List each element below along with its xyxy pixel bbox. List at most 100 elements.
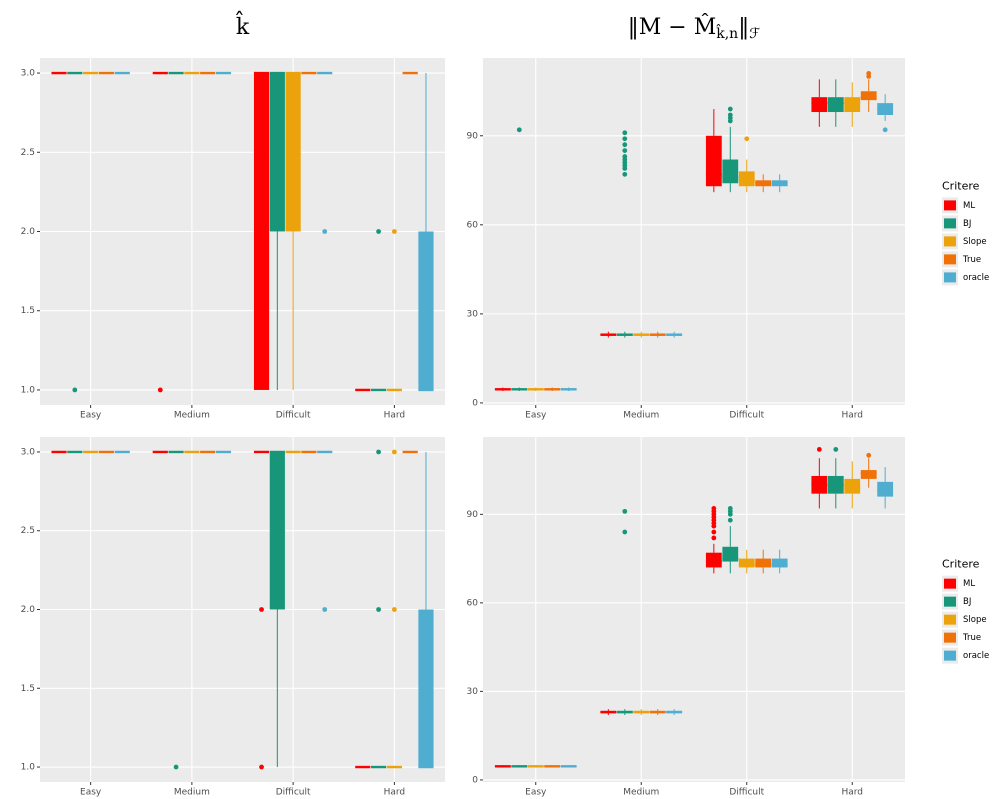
box bbox=[633, 709, 650, 716]
y-tick-label: 2.5 bbox=[21, 148, 35, 158]
outlier bbox=[391, 229, 397, 234]
box bbox=[317, 450, 333, 612]
legend-label: oracle bbox=[963, 273, 989, 283]
legend-swatch bbox=[944, 614, 956, 625]
box-body bbox=[738, 171, 755, 187]
outlier bbox=[882, 127, 888, 133]
x-tick-label: Easy bbox=[80, 788, 102, 798]
outlier bbox=[866, 452, 872, 458]
legend-swatch bbox=[944, 650, 956, 661]
box bbox=[738, 136, 755, 193]
legend-swatch bbox=[944, 200, 956, 211]
legend-title: Critere bbox=[942, 179, 980, 192]
box-body bbox=[860, 91, 877, 101]
box bbox=[877, 94, 894, 133]
y-tick-label: 1.5 bbox=[21, 684, 35, 694]
box bbox=[738, 549, 755, 574]
outlier bbox=[816, 446, 822, 452]
outlier bbox=[622, 142, 628, 148]
box-body bbox=[722, 159, 739, 184]
box-body bbox=[269, 451, 285, 610]
outlier bbox=[157, 387, 163, 393]
legend-label: Slope bbox=[963, 237, 987, 247]
box-body bbox=[844, 478, 861, 494]
box bbox=[600, 331, 617, 338]
title-part: k̂ bbox=[236, 11, 250, 40]
outlier bbox=[622, 508, 628, 514]
y-tick-label: 30 bbox=[467, 687, 479, 697]
outlier bbox=[622, 148, 628, 154]
legend-label: True bbox=[962, 255, 981, 265]
title-part: ‖M − M̂ bbox=[628, 14, 716, 40]
box bbox=[827, 79, 844, 127]
box bbox=[811, 446, 828, 509]
panel-background bbox=[483, 437, 905, 782]
outlier bbox=[727, 506, 733, 511]
outlier bbox=[622, 136, 628, 142]
legend-swatch bbox=[944, 578, 956, 589]
y-tick-label: 0 bbox=[472, 775, 478, 785]
box bbox=[544, 765, 561, 768]
legend-label: ML bbox=[963, 579, 975, 589]
x-tick-label: Easy bbox=[525, 411, 547, 421]
outlier bbox=[391, 607, 397, 612]
legend-label: Slope bbox=[963, 615, 987, 625]
box bbox=[600, 709, 617, 716]
title-part: ℱ bbox=[749, 26, 760, 42]
y-tick-label: 2.0 bbox=[21, 227, 36, 237]
legend-label: True bbox=[962, 633, 981, 643]
box bbox=[666, 331, 683, 338]
x-tick-label: Easy bbox=[525, 788, 547, 798]
outlier bbox=[833, 446, 839, 452]
box bbox=[253, 71, 270, 390]
x-tick-label: Medium bbox=[174, 788, 210, 798]
outlier bbox=[866, 71, 872, 76]
legend-swatch bbox=[944, 218, 956, 229]
box bbox=[370, 229, 387, 392]
box bbox=[494, 765, 511, 768]
box bbox=[285, 71, 301, 390]
box bbox=[616, 130, 633, 338]
title-part: ‖ bbox=[738, 15, 749, 40]
box bbox=[560, 765, 577, 768]
outlier bbox=[711, 506, 717, 511]
panel-title: ‖M − M̂k̂,n‖ℱ bbox=[628, 14, 760, 42]
outlier bbox=[376, 607, 381, 612]
box bbox=[269, 71, 285, 390]
x-tick-label: Hard bbox=[841, 788, 863, 798]
x-tick-label: Hard bbox=[384, 788, 406, 798]
box bbox=[269, 450, 285, 768]
box bbox=[370, 449, 387, 769]
box bbox=[649, 709, 666, 716]
box bbox=[649, 331, 666, 338]
box bbox=[755, 549, 772, 574]
outlier bbox=[727, 517, 733, 523]
box bbox=[494, 387, 511, 392]
x-tick-label: Medium bbox=[623, 411, 659, 421]
outlier bbox=[322, 229, 328, 234]
legend-label: oracle bbox=[963, 651, 989, 661]
legend-swatch bbox=[944, 236, 956, 247]
box bbox=[827, 446, 844, 509]
outlier bbox=[622, 154, 628, 159]
box bbox=[722, 506, 739, 574]
legend-swatch bbox=[944, 254, 956, 265]
x-tick-label: Hard bbox=[384, 411, 406, 421]
outlier bbox=[72, 387, 78, 393]
box bbox=[860, 71, 877, 113]
box bbox=[253, 450, 270, 770]
y-tick-label: 1.5 bbox=[21, 306, 35, 316]
x-tick-label: Medium bbox=[623, 788, 659, 798]
y-tick-label: 30 bbox=[467, 309, 479, 319]
box-body bbox=[418, 609, 434, 768]
outlier bbox=[744, 136, 750, 142]
y-tick-label: 0 bbox=[472, 398, 478, 408]
outlier bbox=[391, 449, 397, 455]
outlier bbox=[711, 529, 717, 535]
legend-swatch bbox=[944, 596, 956, 607]
outlier bbox=[622, 171, 628, 177]
outlier bbox=[376, 449, 381, 455]
panel-title: k̂ bbox=[236, 11, 250, 40]
box bbox=[771, 549, 788, 574]
outlier bbox=[376, 229, 381, 234]
